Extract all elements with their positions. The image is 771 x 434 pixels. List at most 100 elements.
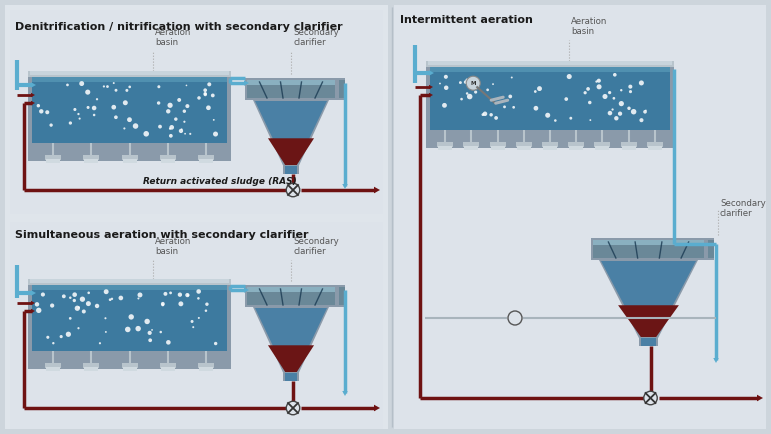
Circle shape	[69, 317, 72, 320]
Circle shape	[608, 91, 611, 94]
Polygon shape	[244, 287, 249, 293]
Bar	[337, 78, 345, 100]
Circle shape	[588, 101, 591, 104]
Bar	[247, 287, 335, 305]
Bar	[517, 146, 530, 150]
Circle shape	[79, 296, 85, 302]
Circle shape	[95, 304, 99, 308]
Bar	[593, 240, 704, 245]
Circle shape	[69, 296, 72, 299]
Circle shape	[612, 97, 615, 100]
Circle shape	[77, 113, 79, 115]
Circle shape	[597, 79, 601, 83]
Polygon shape	[599, 260, 698, 338]
Circle shape	[41, 293, 45, 296]
Circle shape	[442, 103, 447, 108]
Circle shape	[487, 89, 489, 91]
Circle shape	[205, 302, 209, 306]
Circle shape	[197, 96, 200, 100]
Circle shape	[444, 75, 448, 79]
Circle shape	[161, 302, 165, 306]
Circle shape	[213, 132, 218, 137]
Polygon shape	[244, 80, 249, 86]
Circle shape	[472, 87, 475, 89]
Circle shape	[111, 298, 113, 300]
Circle shape	[534, 106, 538, 111]
Circle shape	[123, 100, 128, 105]
Bar	[32, 75, 227, 143]
Polygon shape	[429, 85, 433, 89]
Circle shape	[628, 85, 632, 89]
Circle shape	[158, 125, 162, 128]
Bar	[247, 80, 335, 98]
Circle shape	[602, 94, 608, 99]
Circle shape	[183, 121, 186, 123]
Circle shape	[459, 81, 462, 84]
Bar	[160, 155, 176, 160]
Bar	[283, 166, 298, 174]
Circle shape	[109, 298, 112, 301]
Bar	[160, 367, 175, 371]
Circle shape	[537, 86, 542, 91]
Bar	[83, 363, 99, 368]
Bar	[28, 279, 231, 285]
Circle shape	[192, 326, 194, 328]
Circle shape	[66, 84, 69, 86]
Circle shape	[161, 303, 164, 306]
Bar	[45, 155, 61, 160]
Circle shape	[69, 122, 72, 125]
Bar	[30, 71, 229, 75]
Polygon shape	[255, 308, 327, 372]
Circle shape	[620, 89, 622, 92]
Text: M: M	[470, 81, 476, 85]
Circle shape	[597, 84, 601, 89]
Bar	[46, 159, 60, 163]
Circle shape	[72, 299, 76, 302]
Polygon shape	[757, 395, 763, 401]
Circle shape	[147, 331, 152, 335]
Bar	[245, 78, 337, 100]
Polygon shape	[601, 261, 696, 337]
Polygon shape	[253, 307, 329, 373]
Circle shape	[72, 293, 77, 297]
Bar	[199, 367, 213, 371]
Circle shape	[619, 101, 624, 106]
Circle shape	[645, 109, 647, 111]
Bar	[247, 80, 335, 85]
Circle shape	[104, 317, 106, 319]
Bar	[46, 367, 60, 371]
Circle shape	[189, 133, 191, 135]
Circle shape	[114, 115, 118, 119]
Circle shape	[103, 85, 105, 88]
Circle shape	[79, 81, 84, 86]
Bar	[283, 373, 298, 381]
Circle shape	[184, 133, 186, 135]
Text: Aeration
basin: Aeration basin	[155, 28, 191, 47]
Circle shape	[148, 339, 152, 342]
Circle shape	[85, 89, 90, 95]
Circle shape	[77, 327, 79, 329]
Bar	[247, 287, 335, 292]
Circle shape	[214, 342, 217, 345]
Circle shape	[554, 119, 557, 122]
Circle shape	[166, 109, 170, 114]
Circle shape	[151, 329, 153, 331]
Circle shape	[439, 82, 441, 84]
Bar	[591, 238, 706, 260]
Circle shape	[86, 106, 89, 109]
Circle shape	[198, 317, 200, 319]
Circle shape	[35, 302, 39, 306]
Circle shape	[179, 129, 183, 133]
Text: Return activated sludge (RAS): Return activated sludge (RAS)	[143, 177, 297, 186]
Circle shape	[466, 92, 469, 95]
Circle shape	[178, 301, 183, 306]
Bar	[593, 240, 704, 258]
Circle shape	[160, 331, 162, 333]
Circle shape	[494, 116, 498, 120]
Bar	[45, 363, 61, 368]
Circle shape	[545, 113, 550, 118]
Circle shape	[177, 98, 181, 102]
Circle shape	[66, 332, 71, 337]
Bar	[32, 75, 227, 82]
Circle shape	[639, 118, 644, 122]
